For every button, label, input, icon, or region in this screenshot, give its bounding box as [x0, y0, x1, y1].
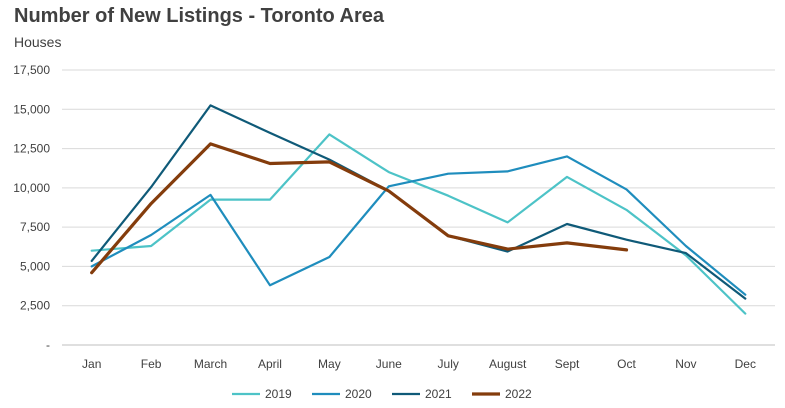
- y-tick-label: -: [46, 338, 50, 352]
- legend-label: 2020: [345, 387, 372, 401]
- series-line-2022: [90, 142, 629, 275]
- series-line-2021: [90, 104, 747, 300]
- series-line-2020: [90, 155, 747, 296]
- chart-title: Number of New Listings - Toronto Area: [14, 5, 385, 27]
- y-tick-label: 10,000: [13, 181, 50, 195]
- y-tick-label: 7,500: [20, 220, 50, 234]
- x-tick-label: Oct: [617, 357, 636, 371]
- x-tick-label: May: [318, 357, 341, 371]
- x-tick-label: Feb: [141, 357, 162, 371]
- x-tick-label: Dec: [735, 357, 756, 371]
- y-tick-label: 15,000: [13, 102, 50, 116]
- x-tick-label: Nov: [675, 357, 696, 371]
- legend-label: 2021: [425, 387, 452, 401]
- x-tick-label: March: [194, 357, 227, 371]
- x-tick-label: August: [489, 357, 527, 371]
- chart-subtitle: Houses: [14, 34, 62, 50]
- y-tick-label: 12,500: [13, 142, 50, 156]
- x-tick-label: June: [376, 357, 402, 371]
- x-tick-label: Sept: [555, 357, 580, 371]
- x-tick-label: July: [438, 357, 459, 371]
- y-tick-label: 17,500: [13, 63, 50, 77]
- legend-label: 2019: [265, 387, 292, 401]
- legend-label: 2022: [505, 387, 532, 401]
- x-tick-label: Jan: [82, 357, 101, 371]
- series-line-2019: [90, 133, 747, 315]
- y-tick-label: 2,500: [20, 299, 50, 313]
- x-tick-label: April: [258, 357, 282, 371]
- y-tick-label: 5,000: [20, 259, 50, 273]
